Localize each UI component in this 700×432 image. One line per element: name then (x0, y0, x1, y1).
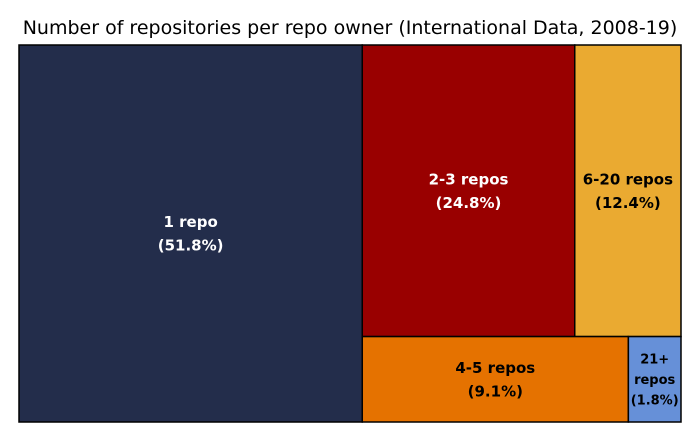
tile-4 (627, 335, 682, 423)
tile-label-3: 4-5 repos (9.1%) (455, 359, 535, 401)
chart-title: Number of repositories per repo owner (I… (23, 17, 678, 39)
tile-pct-3: (9.1%) (468, 382, 523, 400)
tile-pct-4: (1.8%) (631, 393, 679, 408)
tile-name-2: 6-20 repos (583, 170, 673, 188)
tile-name-4: repos (634, 373, 675, 388)
tile-label-0: 1 repo (51.8%) (158, 213, 224, 255)
tile-pct-1: (24.8%) (436, 194, 502, 212)
tile-name-0: 1 repo (163, 213, 217, 231)
tile-0 (18, 44, 364, 423)
tile-pct-0: (51.8%) (158, 237, 224, 255)
tile-label-4: 21+ repos (1.8%) (631, 352, 679, 408)
treemap-tiles: 1 repo (51.8%) 2-3 repos (24.8%) 6-20 repos (… (18, 44, 682, 423)
tile-2 (574, 44, 682, 338)
tile-label-1: 2-3 repos (24.8%) (429, 170, 509, 212)
tile-name-1: 2-3 repos (429, 170, 509, 188)
tile-name-3: 4-5 repos (455, 359, 535, 377)
tile-name-4: 21+ (640, 352, 669, 367)
tile-label-2: 6-20 repos (12.4%) (583, 170, 673, 212)
tile-3 (361, 335, 630, 423)
tile-pct-2: (12.4%) (595, 194, 661, 212)
tile-1 (361, 44, 576, 338)
